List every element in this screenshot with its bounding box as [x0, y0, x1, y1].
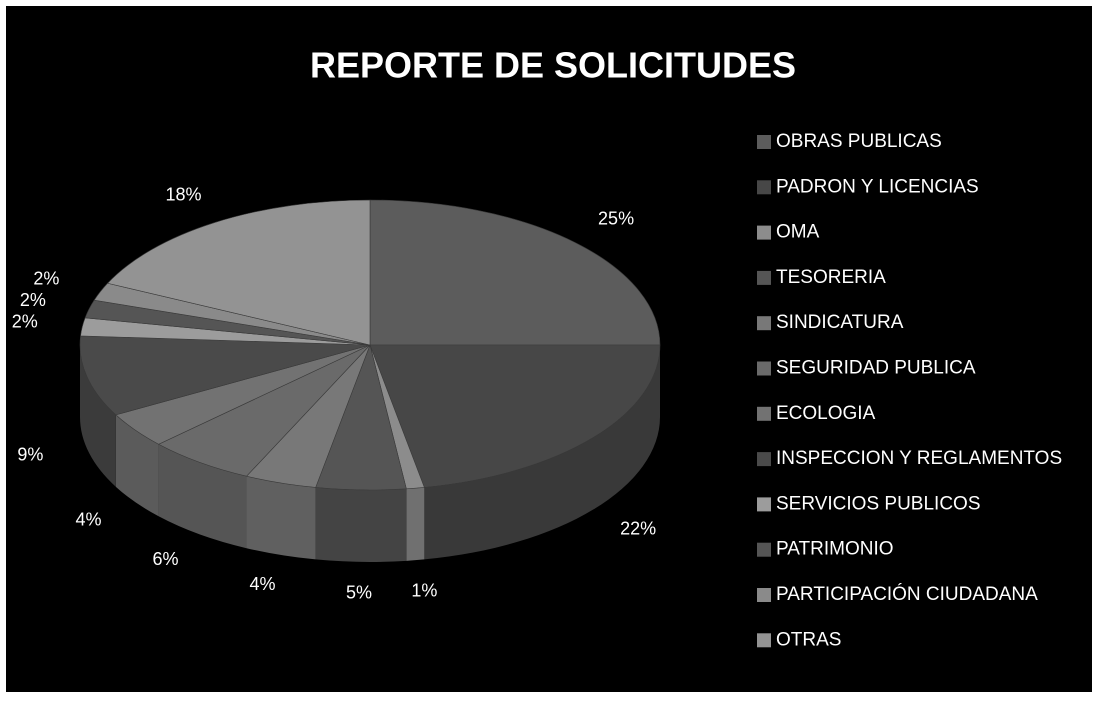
- slice-side: [115, 414, 159, 517]
- legend-swatch: [757, 180, 771, 195]
- legend-swatch: [757, 361, 771, 376]
- data-label: 4%: [249, 574, 275, 594]
- legend-swatch: [757, 452, 771, 467]
- legend-label: PATRIMONIO: [776, 539, 894, 560]
- legend-swatch: [757, 270, 771, 285]
- legend-swatch: [757, 633, 771, 648]
- legend-label: OTRAS: [776, 629, 841, 650]
- legend-swatch: [757, 588, 771, 602]
- legend-swatch: [757, 225, 771, 240]
- chart-title: REPORTE DE SOLICITUDES: [310, 45, 796, 86]
- legend-label: TESORERIA: [776, 267, 886, 288]
- slice-side: [80, 345, 116, 487]
- slice: [369, 344, 661, 488]
- slice: [369, 199, 661, 346]
- legend-swatch: [757, 316, 771, 331]
- slice-side: [424, 345, 660, 560]
- data-label: 22%: [620, 519, 656, 539]
- slice-side: [406, 487, 425, 561]
- data-label: 25%: [598, 209, 634, 229]
- legend-swatch: [757, 497, 771, 512]
- data-label: 18%: [166, 184, 202, 204]
- legend-label: OBRAS PUBLICAS: [776, 131, 942, 152]
- data-label: 5%: [346, 583, 372, 603]
- legend-label: PARTICIPACIÓN CIUDADANA: [776, 583, 1038, 605]
- legend-label: PADRON Y LICENCIAS: [776, 176, 979, 197]
- legend-swatch: [757, 135, 771, 149]
- legend-label: SINDICATURA: [776, 312, 904, 333]
- legend-label: INSPECCION Y REGLAMENTOS: [776, 448, 1062, 469]
- data-label: 6%: [152, 549, 178, 569]
- data-label: 9%: [17, 444, 43, 464]
- data-label: 2%: [33, 269, 59, 289]
- data-label: 4%: [75, 510, 101, 530]
- slice-side: [315, 487, 407, 562]
- slice-side: [158, 444, 247, 549]
- slice-side: [246, 476, 316, 560]
- data-label: 1%: [411, 580, 437, 600]
- legend-label: SERVICIOS PUBLICOS: [776, 493, 981, 514]
- slice: [107, 199, 371, 346]
- legend-swatch: [757, 406, 771, 421]
- legend-label: SEGURIDAD PUBLICA: [776, 358, 976, 379]
- legend-swatch: [757, 542, 771, 557]
- legend-label: ECOLOGIA: [776, 403, 876, 424]
- slice: [79, 335, 371, 416]
- data-label: 2%: [20, 290, 46, 310]
- data-label: 2%: [12, 312, 38, 332]
- legend-label: OMA: [776, 222, 820, 243]
